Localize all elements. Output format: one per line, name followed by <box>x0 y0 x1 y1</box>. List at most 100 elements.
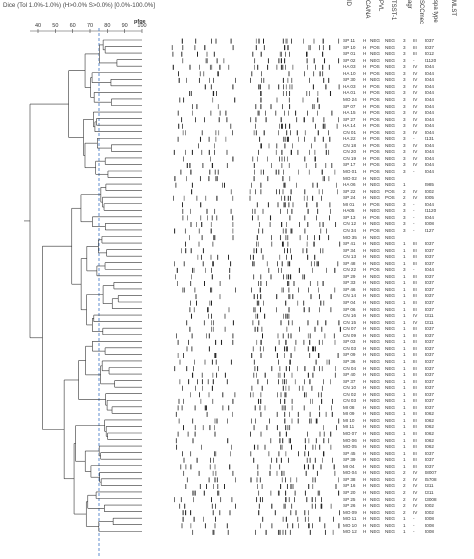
cell-tsst: NEG <box>385 450 395 456</box>
cell-cama: H <box>363 149 367 155</box>
cell-id: CN 07 <box>343 326 357 332</box>
cell-agr: 3 <box>403 70 406 76</box>
cell-scc: IV <box>413 470 418 476</box>
cell-tsst: NEG <box>385 182 395 188</box>
cell-pvl: POS <box>370 83 380 89</box>
scale-tick-label: 50 <box>52 23 58 29</box>
cell-agr: 1 <box>403 391 406 397</box>
cell-scc: IV <box>413 483 418 489</box>
cell-agr: 3 <box>403 83 406 89</box>
cell-pvl: NEG <box>370 385 380 391</box>
cell-pvl: NEG <box>370 254 380 260</box>
cell-scc: - <box>413 57 415 63</box>
cell-id: SP 17 <box>343 162 356 168</box>
cell-agr: 1 <box>403 306 406 312</box>
cell-tsst: NEG <box>385 77 395 83</box>
cell-agr: 2 <box>403 503 406 509</box>
cell-id: SP 46 <box>343 286 356 292</box>
table-row: MI 04 H NEG NEG 1 III t037 <box>343 464 474 470</box>
table-row: SP 39 H NEG NEG 1 III t037 <box>343 457 474 463</box>
cell-cama: H <box>363 332 367 338</box>
cell-agr: 1 <box>403 313 406 319</box>
cell-spa: t008 <box>425 522 434 528</box>
table-row: SP 07 H POS NEG 3 IV t044 <box>343 104 474 110</box>
table-row: MO 02 H NEG NEG <box>343 176 474 182</box>
cell-scc: - <box>413 169 415 174</box>
cell-id: SP 25 <box>343 496 356 502</box>
cell-pvl: POS <box>370 162 380 168</box>
cell-spa: t037 <box>425 372 434 378</box>
cell-spa: t044 <box>425 149 434 155</box>
cell-pvl: NEG <box>370 339 380 345</box>
cell-agr: 3 <box>403 267 406 273</box>
cell-spa: t1120 <box>425 208 437 214</box>
table-row: HA 14 H POS NEG 3 IV t044 <box>343 123 474 129</box>
cell-scc: - <box>413 529 415 535</box>
cell-tsst: NEG <box>385 267 395 273</box>
cell-id: MO 06 <box>343 437 357 443</box>
cell-cama: H <box>363 345 367 351</box>
cell-tsst: NEG <box>385 136 395 142</box>
cell-tsst: NEG <box>385 326 395 332</box>
cell-agr: 1 <box>403 378 406 384</box>
table-row: HA05 H NEG NEG 3- t1120 <box>343 208 474 214</box>
table-row: MO 07 H NEG NEG 1 III t062 <box>343 431 474 437</box>
cell-cama: H <box>363 398 367 404</box>
cell-pvl: NEG <box>370 332 380 338</box>
cell-agr: 3 <box>403 77 406 83</box>
cell-pvl: NEG <box>370 280 380 286</box>
cell-agr: 1 <box>403 339 406 345</box>
cell-tsst: NEG <box>385 339 395 345</box>
cell-tsst: NEG <box>385 385 395 391</box>
cell-id: SP 06 <box>343 306 356 312</box>
cell-id: MO 05 <box>343 444 357 450</box>
cell-tsst: NEG <box>385 404 395 410</box>
cell-id: HA 06 <box>343 182 356 188</box>
table-row: CN 09 H NEG NEG 1 III t037 <box>343 333 474 339</box>
cell-spa: t311 <box>425 483 434 489</box>
cell-tsst: NEG <box>385 96 395 102</box>
cell-id: SP 20 <box>343 489 356 495</box>
table-row: CN 22 H POS NEG 3 - t044 <box>343 267 474 273</box>
cell-pvl: NEG <box>370 195 380 201</box>
cell-cama: H <box>363 470 367 476</box>
cell-agr: 1 <box>403 365 406 371</box>
cell-scc: III <box>413 44 417 50</box>
cell-agr: 3 <box>403 136 406 142</box>
cell-id: SP 11 <box>343 38 356 43</box>
table-row: SP 38 H NEG NEG 2 IV t5708 <box>343 477 474 483</box>
cell-id: CN 34 <box>343 227 357 233</box>
cell-scc: - <box>413 136 415 142</box>
cell-pvl: POS <box>370 214 380 220</box>
cell-cama: H <box>363 293 367 299</box>
cell-tsst: NEG <box>385 175 395 181</box>
cell-agr: 1 <box>403 385 406 391</box>
cell-id: SP 39 <box>343 457 356 463</box>
cell-agr: 1 <box>403 293 406 299</box>
cell-cama: H <box>363 424 367 430</box>
cell-spa: t044 <box>425 169 434 174</box>
cell-spa: t037 <box>425 273 434 279</box>
table-row: CN 34 H POS NEG 3 - t127 <box>343 228 474 234</box>
cell-spa: t131 <box>425 136 434 142</box>
table-row: MO 04 H NEG NEG 2 IV t8007 <box>343 470 474 476</box>
cell-cama: H <box>363 352 367 358</box>
cell-scc: IV <box>413 155 418 161</box>
cell-cama: H <box>363 372 367 378</box>
cell-scc: III <box>413 424 417 430</box>
table-row: CN 03 H NEG NEG 1 III t037 <box>343 346 474 352</box>
cell-cama: H <box>363 38 367 43</box>
cell-agr: 3 <box>403 38 406 43</box>
cell-id: CN 14 <box>343 293 357 299</box>
cell-scc: IV <box>413 195 418 201</box>
similarity-coefficient-caption: Dice (Tol 1.0%-1.0%) (H>0.0% S>0.0%) [0.… <box>3 2 156 9</box>
cell-id: HA 22 <box>343 136 356 142</box>
cell-tsst: NEG <box>385 417 395 423</box>
table-row: CN 07 H NEG NEG 1 III t037 <box>343 326 474 332</box>
cell-pvl: POS <box>370 90 380 96</box>
cell-id: MI 04 <box>343 463 355 469</box>
cell-scc: IV <box>413 188 418 194</box>
table-row: SP 06 H NEG NEG 1 III t037 <box>343 307 474 313</box>
cell-cama: H <box>363 214 367 220</box>
